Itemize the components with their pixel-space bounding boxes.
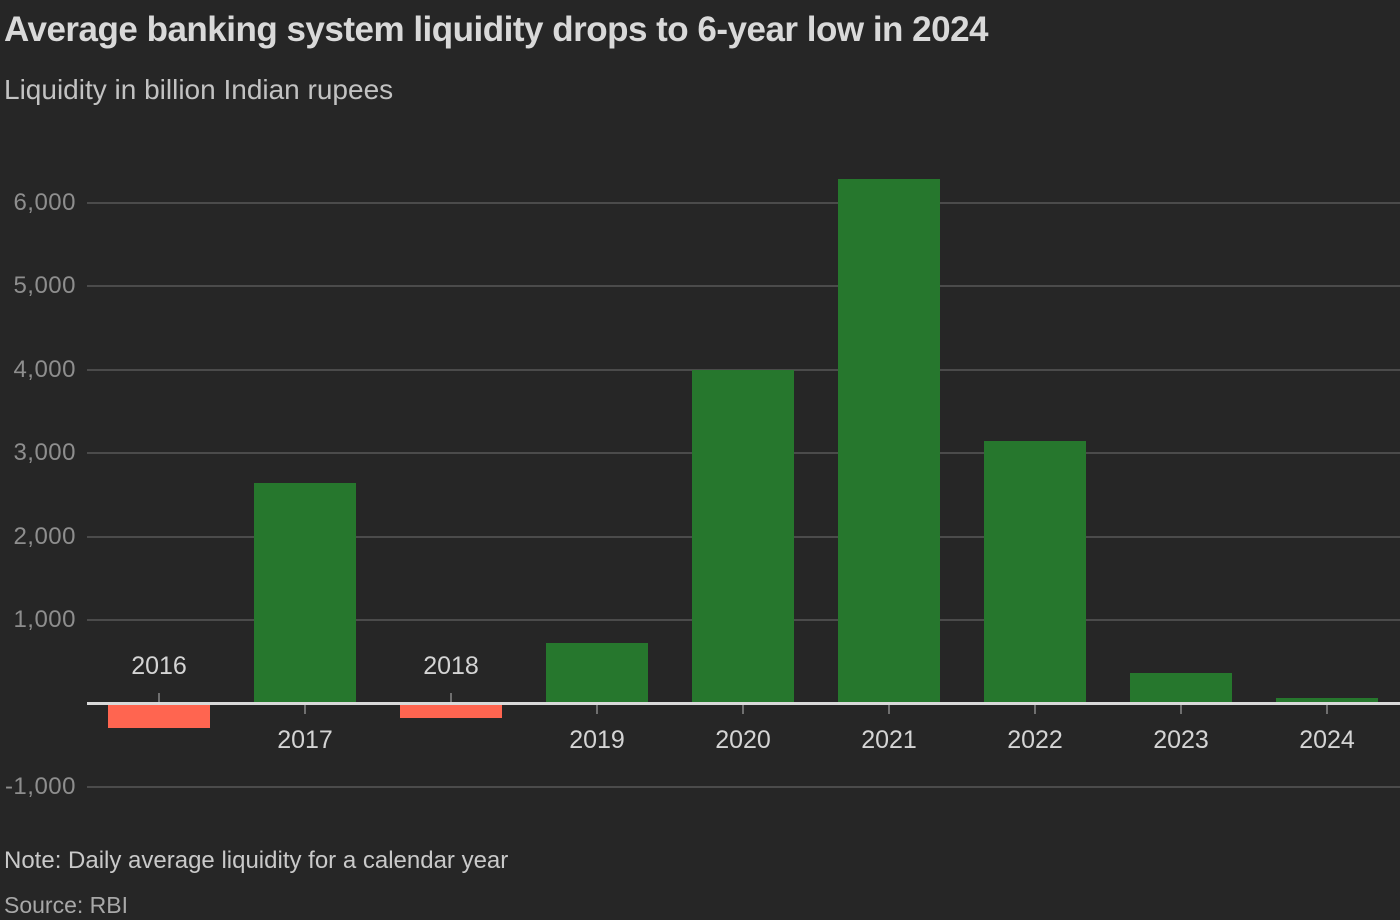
bar-2021 xyxy=(838,179,940,704)
x-axis-label-2022: 2022 xyxy=(1007,726,1063,754)
axis-tick-2020 xyxy=(742,705,744,714)
axis-tick-2021 xyxy=(888,705,890,714)
chart-title: Average banking system liquidity drops t… xyxy=(4,10,989,49)
y-axis-label: 4,000 xyxy=(13,355,76,383)
bar-2020 xyxy=(692,369,794,704)
x-axis-label-2020: 2020 xyxy=(715,726,771,754)
gridline-6000 xyxy=(87,201,1400,204)
bar-2018 xyxy=(400,705,502,719)
x-axis-label-2021: 2021 xyxy=(861,726,917,754)
chart-source: Source: RBI xyxy=(4,892,128,918)
y-axis-label: 1,000 xyxy=(13,606,76,633)
y-axis-label: 6,000 xyxy=(13,188,76,216)
bar-2024 xyxy=(1276,697,1378,704)
chart-note: Note: Daily average liquidity for a cale… xyxy=(4,847,509,874)
bar-2019 xyxy=(546,642,648,704)
axis-tick-2018 xyxy=(450,693,452,702)
bar-2022 xyxy=(984,441,1086,704)
axis-tick-2023 xyxy=(1180,705,1182,714)
x-axis-label-2023: 2023 xyxy=(1153,726,1209,754)
x-axis-label-2018: 2018 xyxy=(423,652,479,680)
gridline--1000 xyxy=(87,786,1400,788)
zero-axis-line xyxy=(87,702,1400,705)
x-axis-label-2016: 2016 xyxy=(131,652,187,680)
y-axis-label: 3,000 xyxy=(13,439,76,466)
axis-tick-2017 xyxy=(304,705,306,714)
gridline-5000 xyxy=(87,285,1400,287)
y-axis-label: 5,000 xyxy=(13,272,76,299)
x-axis-label-2017: 2017 xyxy=(277,726,333,754)
chart-subtitle: Liquidity in billion Indian rupees xyxy=(4,74,394,105)
y-axis-label: -1,000 xyxy=(4,773,76,800)
axis-tick-2022 xyxy=(1034,705,1036,714)
y-axis-label: 2,000 xyxy=(13,522,76,550)
bar-2023 xyxy=(1130,672,1232,704)
axis-tick-2016 xyxy=(158,693,160,702)
bar-2016 xyxy=(108,705,210,729)
axis-tick-2019 xyxy=(596,705,598,714)
x-axis-label-2019: 2019 xyxy=(569,726,625,754)
x-axis-label-2024: 2024 xyxy=(1299,726,1355,754)
axis-tick-2024 xyxy=(1326,705,1328,714)
bar-2017 xyxy=(254,483,356,704)
